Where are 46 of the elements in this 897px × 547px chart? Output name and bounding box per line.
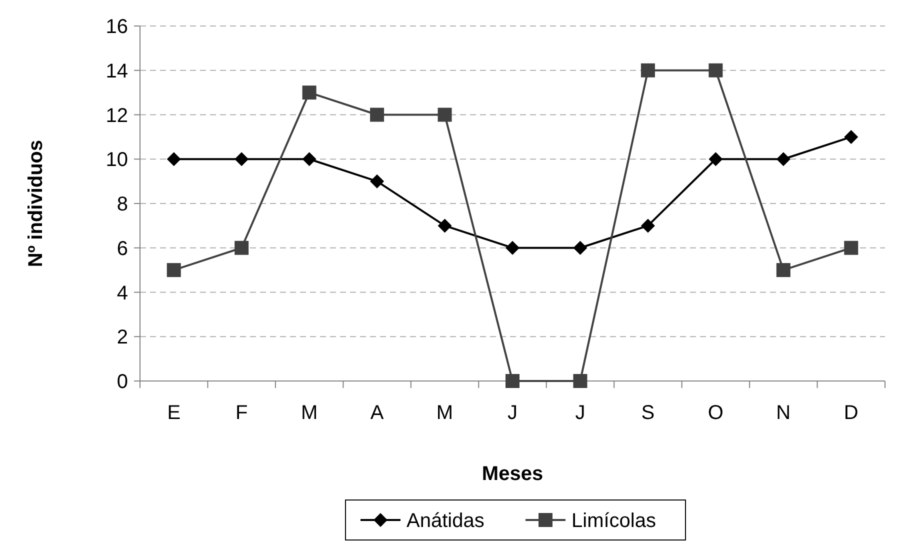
point	[776, 152, 790, 166]
y-axis-title: Nº individuos	[25, 140, 47, 268]
point	[234, 240, 249, 255]
x-tick-label: O	[708, 402, 724, 424]
legend-label: Anátidas	[406, 510, 484, 532]
point	[438, 218, 452, 233]
y-tick-label: 0	[116, 371, 128, 393]
y-tick-label: 14	[106, 60, 128, 82]
x-tick-label: S	[641, 402, 655, 424]
y-tick-label: 8	[116, 194, 128, 216]
x-tick-label: A	[370, 402, 384, 424]
point	[302, 86, 316, 100]
x-axis-title: Meses	[482, 463, 544, 485]
x-tick-label: D	[844, 402, 858, 424]
y-tick-label: 2	[116, 326, 128, 349]
point	[166, 263, 181, 278]
point	[708, 63, 723, 78]
x-tick-label: J	[575, 402, 586, 424]
point	[506, 374, 520, 388]
point	[776, 263, 790, 278]
x-tick-label: N	[776, 402, 791, 424]
y-tick-label: 12	[106, 104, 128, 127]
y-tick-label: 10	[106, 149, 128, 172]
point	[844, 240, 858, 255]
point	[573, 374, 588, 388]
legend-label: Limícolas	[572, 510, 656, 532]
x-tick-label: M	[300, 402, 318, 424]
point	[708, 152, 723, 166]
x-tick-label: F	[235, 402, 248, 424]
y-tick-label: 6	[116, 238, 128, 260]
point	[438, 108, 452, 122]
point	[302, 152, 316, 166]
x-tick-label: E	[167, 402, 181, 424]
x-tick-label: J	[508, 402, 518, 424]
x-tick-label: M	[436, 402, 454, 424]
point	[640, 63, 655, 78]
point	[640, 218, 655, 233]
y-tick-label: 4	[116, 282, 128, 304]
point	[506, 240, 520, 255]
point	[573, 240, 588, 255]
point	[370, 108, 384, 122]
y-tick-label: 16	[106, 16, 128, 38]
point	[234, 152, 249, 166]
point	[370, 174, 384, 188]
point	[166, 152, 181, 166]
point	[844, 130, 858, 144]
